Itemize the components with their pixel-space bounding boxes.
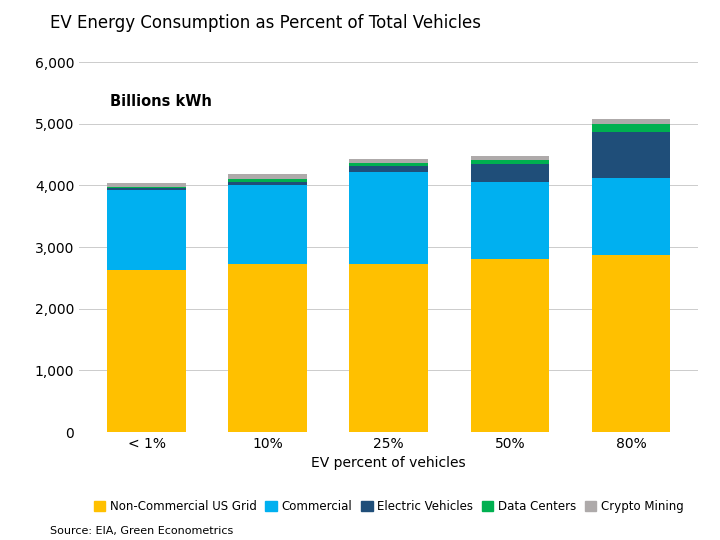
- Bar: [228, 183, 307, 185]
- Bar: [349, 166, 428, 172]
- Legend: Non-Commercial US Grid, Commercial, Electric Vehicles, Data Centers, Crypto Mini: Non-Commercial US Grid, Commercial, Elec…: [89, 495, 689, 518]
- Bar: [470, 160, 549, 165]
- Text: Billions kWh: Billions kWh: [110, 93, 212, 109]
- Bar: [228, 264, 307, 432]
- Bar: [592, 118, 670, 124]
- Bar: [470, 259, 549, 432]
- Bar: [107, 188, 186, 190]
- Bar: [349, 264, 428, 432]
- Bar: [470, 165, 549, 183]
- Text: Source: EIA, Green Econometrics: Source: EIA, Green Econometrics: [50, 525, 234, 536]
- Bar: [592, 178, 670, 255]
- Bar: [107, 183, 186, 187]
- Bar: [349, 159, 428, 163]
- Bar: [470, 157, 549, 160]
- Bar: [228, 174, 307, 179]
- Bar: [470, 183, 549, 259]
- Bar: [107, 190, 186, 271]
- Bar: [592, 255, 670, 432]
- Bar: [592, 124, 670, 132]
- Bar: [107, 187, 186, 188]
- Bar: [592, 132, 670, 178]
- Bar: [107, 271, 186, 432]
- Bar: [349, 163, 428, 166]
- Bar: [349, 172, 428, 264]
- Bar: [228, 185, 307, 264]
- X-axis label: EV percent of vehicles: EV percent of vehicles: [312, 456, 466, 470]
- Text: EV Energy Consumption as Percent of Total Vehicles: EV Energy Consumption as Percent of Tota…: [50, 14, 482, 31]
- Bar: [228, 179, 307, 183]
